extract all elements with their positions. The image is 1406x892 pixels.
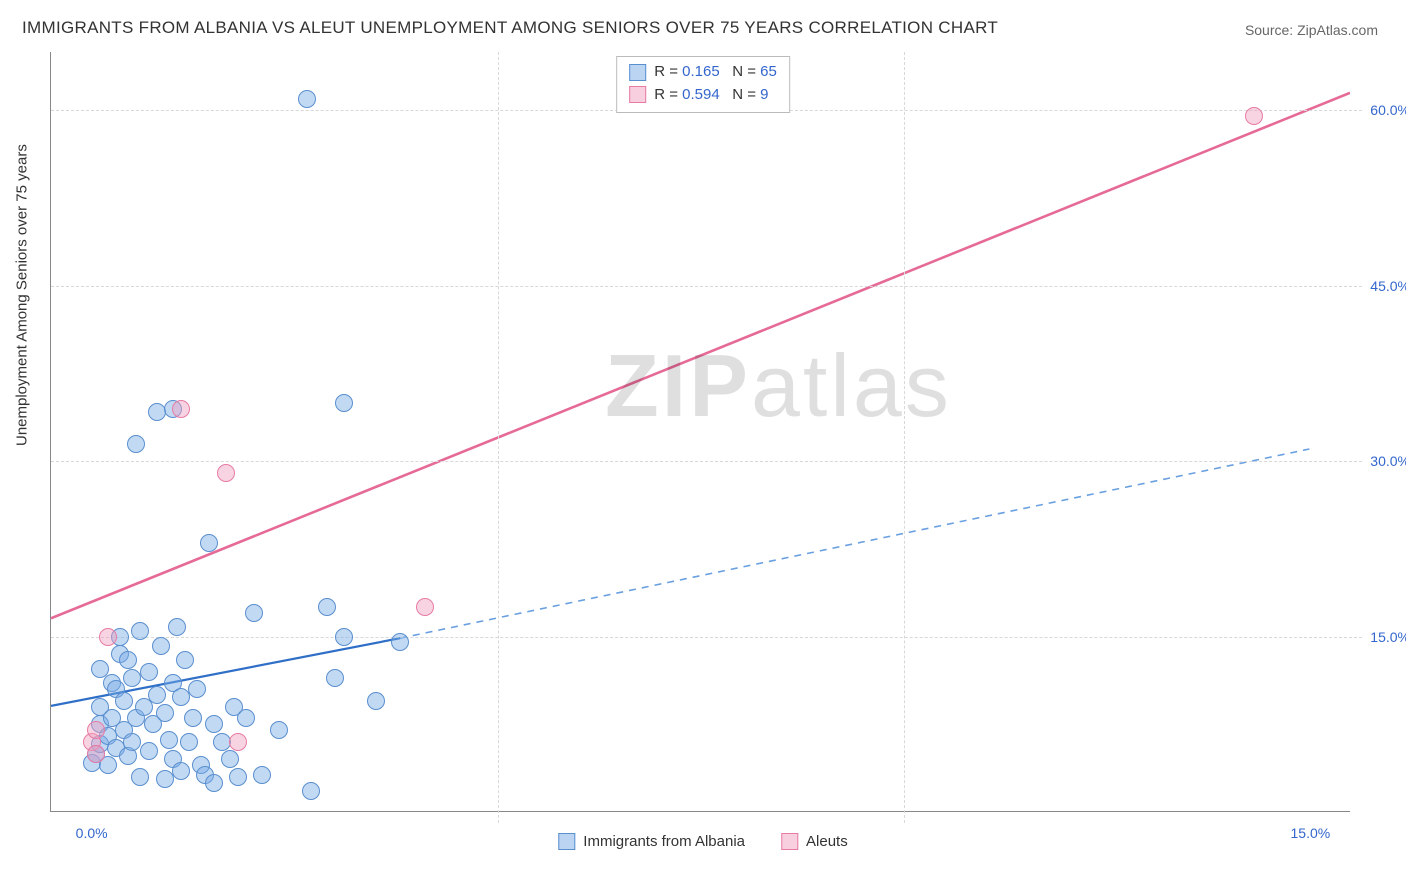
albania-point <box>140 742 158 760</box>
aleut-point <box>1245 107 1263 125</box>
aleut-point <box>229 733 247 751</box>
gridline-horizontal <box>51 286 1362 287</box>
legend-label: Aleuts <box>806 833 848 850</box>
legend-swatch <box>629 86 646 103</box>
source-attribution: Source: ZipAtlas.com <box>1245 22 1378 38</box>
y-tick-label: 30.0% <box>1368 453 1406 469</box>
albania-point <box>131 622 149 640</box>
legend-item: Immigrants from Albania <box>558 833 745 850</box>
legend-swatch <box>629 64 646 81</box>
trend-line <box>51 93 1350 618</box>
albania-point <box>172 688 190 706</box>
albania-point <box>176 651 194 669</box>
y-tick-label: 15.0% <box>1368 629 1406 645</box>
gridline-vertical <box>904 52 905 823</box>
y-axis-title: Unemployment Among Seniors over 75 years <box>14 144 31 446</box>
series-legend: Immigrants from Albania Aleuts <box>558 833 847 850</box>
albania-point <box>131 768 149 786</box>
albania-point <box>298 90 316 108</box>
albania-point <box>335 394 353 412</box>
gridline-vertical <box>498 52 499 823</box>
albania-point <box>221 750 239 768</box>
aleut-point <box>87 745 105 763</box>
albania-point <box>367 692 385 710</box>
legend-label: Immigrants from Albania <box>583 833 745 850</box>
legend-swatch <box>781 833 798 850</box>
albania-point <box>156 704 174 722</box>
albania-point <box>318 598 336 616</box>
x-tick-label: 0.0% <box>76 825 108 841</box>
legend-row: R = 0.594 N = 9 <box>629 84 777 107</box>
albania-point <box>184 709 202 727</box>
albania-point <box>326 669 344 687</box>
y-tick-label: 60.0% <box>1368 102 1406 118</box>
albania-point <box>205 715 223 733</box>
legend-swatch <box>558 833 575 850</box>
albania-point <box>188 680 206 698</box>
albania-point <box>148 403 166 421</box>
albania-point <box>119 651 137 669</box>
legend-item: Aleuts <box>781 833 848 850</box>
albania-point <box>123 733 141 751</box>
y-tick-label: 45.0% <box>1368 278 1406 294</box>
albania-point <box>148 686 166 704</box>
albania-point <box>168 618 186 636</box>
x-tick-label: 15.0% <box>1291 825 1331 841</box>
albania-point <box>152 637 170 655</box>
aleut-point <box>416 598 434 616</box>
albania-point <box>391 633 409 651</box>
chart-title: IMMIGRANTS FROM ALBANIA VS ALEUT UNEMPLO… <box>22 18 998 38</box>
albania-point <box>115 692 133 710</box>
albania-point <box>180 733 198 751</box>
albania-point <box>160 731 178 749</box>
correlation-legend: R = 0.165 N = 65R = 0.594 N = 9 <box>616 56 790 113</box>
albania-point <box>335 628 353 646</box>
albania-point <box>200 534 218 552</box>
albania-point <box>229 768 247 786</box>
albania-point <box>237 709 255 727</box>
albania-point <box>172 762 190 780</box>
watermark: ZIPatlas <box>605 335 952 437</box>
albania-point <box>245 604 263 622</box>
albania-point <box>302 782 320 800</box>
albania-point <box>156 770 174 788</box>
trend-lines-layer <box>51 52 1350 811</box>
albania-point <box>270 721 288 739</box>
albania-point <box>140 663 158 681</box>
albania-point <box>253 766 271 784</box>
aleut-point <box>172 400 190 418</box>
aleut-point <box>217 464 235 482</box>
albania-point <box>205 774 223 792</box>
aleut-point <box>99 628 117 646</box>
albania-point <box>127 435 145 453</box>
legend-row: R = 0.165 N = 65 <box>629 61 777 84</box>
legend-stats: R = 0.594 N = 9 <box>654 84 768 107</box>
gridline-horizontal <box>51 637 1362 638</box>
gridline-horizontal <box>51 461 1362 462</box>
trend-line <box>400 449 1309 638</box>
legend-stats: R = 0.165 N = 65 <box>654 61 777 84</box>
aleut-point <box>87 721 105 739</box>
plot-area: ZIPatlas 15.0%30.0%45.0%60.0%0.0%15.0% <box>50 52 1350 812</box>
